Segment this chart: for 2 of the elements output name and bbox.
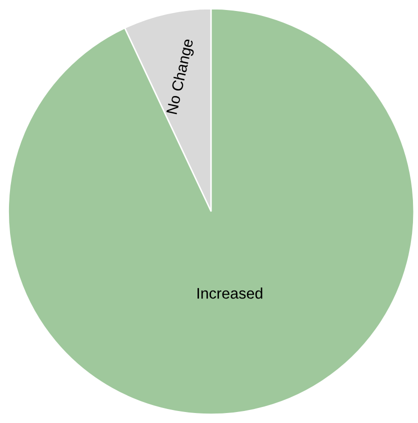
slice-label: Increased	[198, 288, 262, 299]
slice-label: No Change	[166, 38, 196, 115]
